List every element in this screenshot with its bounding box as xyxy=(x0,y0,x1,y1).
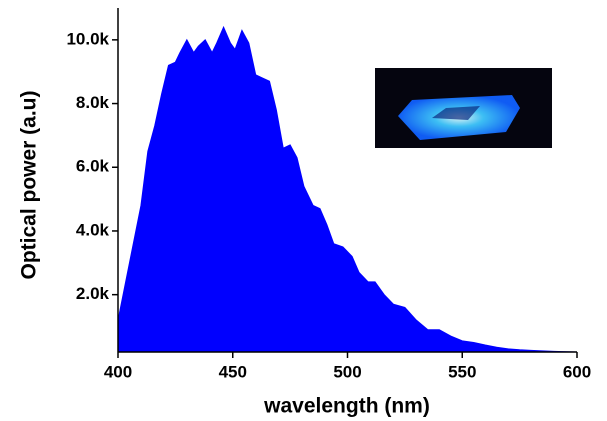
inset-photo xyxy=(375,68,552,148)
x-tick-label: 450 xyxy=(219,362,247,381)
x-tick-label: 400 xyxy=(104,362,132,381)
y-tick-label: 2.0k xyxy=(76,284,110,303)
y-tick-label: 4.0k xyxy=(76,220,110,239)
y-axis-title: Optical power (a.u) xyxy=(18,90,41,279)
y-tick-label: 10.0k xyxy=(66,29,109,48)
x-tick-label: 600 xyxy=(563,362,591,381)
x-tick-label: 500 xyxy=(333,362,361,381)
x-axis-title: wavelength (nm) xyxy=(263,395,430,418)
y-tick-label: 6.0k xyxy=(76,157,110,176)
area xyxy=(117,25,578,353)
x-tick-label: 550 xyxy=(448,362,476,381)
y-tick-label: 8.0k xyxy=(76,93,110,112)
